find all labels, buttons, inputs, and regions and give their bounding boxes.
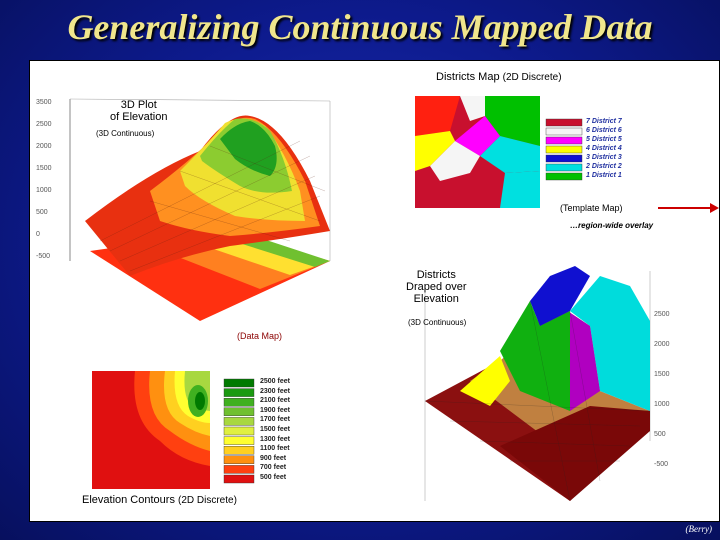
contour-legend-label: 2100 feet xyxy=(260,397,290,405)
axis-tick-right: 500 xyxy=(654,431,666,438)
draped-label: Districts Draped over Elevation xyxy=(406,269,467,305)
district-legend-label: 1 District 1 xyxy=(586,172,622,179)
template-map-label: (Template Map) xyxy=(560,203,623,213)
contour-swatch xyxy=(223,474,255,484)
contour-swatch xyxy=(223,436,255,445)
elevation-contour-map xyxy=(92,371,210,489)
axis-tick-left: 1500 xyxy=(36,165,52,172)
contour-legend-label: 500 feet xyxy=(260,474,287,481)
contour-swatch xyxy=(223,455,255,464)
district-swatch xyxy=(545,172,583,181)
contour-swatch xyxy=(223,446,255,455)
figure-graphics xyxy=(69,96,719,502)
axis-tick-right: 2500 xyxy=(654,311,670,318)
contour-legend-label: 700 feet xyxy=(260,464,287,472)
districts-map-label: Districts Map (2D Discrete) xyxy=(436,71,562,83)
district-legend-label: 5 District 5 xyxy=(586,136,622,143)
contour-swatch xyxy=(223,465,255,474)
elevation-3d-plot xyxy=(69,98,331,321)
district-legend-label: 7 District 7 xyxy=(586,118,622,125)
contour-legend-label: 2300 feet xyxy=(260,387,290,395)
figure-panel: Districts Map (2D Discrete) 3D Plot of E… xyxy=(29,60,720,522)
axis-tick-left: 500 xyxy=(36,209,48,216)
contour-legend-label: 1100 feet xyxy=(260,445,290,453)
axis-tick-left: 3500 xyxy=(36,99,52,106)
district-legend-label: 3 District 3 xyxy=(586,154,622,161)
districts-legend xyxy=(545,118,583,181)
contour-swatch xyxy=(223,426,255,436)
axis-tick-right: -500 xyxy=(654,461,669,468)
contour-legend-label: 1900 feet xyxy=(260,406,290,414)
district-swatch xyxy=(545,145,583,154)
district-legend-label: 6 District 6 xyxy=(586,127,622,134)
axis-tick-left: 1000 xyxy=(36,187,52,194)
district-swatch xyxy=(545,163,583,172)
district-legend-label: 2 District 2 xyxy=(586,163,622,170)
contour-swatch xyxy=(223,407,255,416)
plot3d-label: 3D Plot of Elevation xyxy=(110,99,168,123)
contour-legend-label: 1500 feet xyxy=(260,426,290,433)
draped-districts-3d xyxy=(424,266,651,502)
contour-legend-label: 2500 feet xyxy=(260,378,290,385)
axis-tick-right: 2000 xyxy=(654,341,670,348)
region-overlay-label: …region-wide overlay xyxy=(570,221,654,230)
contour-swatch xyxy=(223,398,255,407)
contour-swatch xyxy=(223,388,255,397)
credit: (Berry) xyxy=(685,524,713,534)
plot3d-type-label: (3D Continuous) xyxy=(96,129,155,138)
contour-swatch xyxy=(223,417,255,426)
district-swatch xyxy=(545,154,583,163)
axis-tick-left: -500 xyxy=(36,253,51,260)
axis-tick-right: 1000 xyxy=(654,401,670,408)
district-swatch xyxy=(545,136,583,145)
districts-map xyxy=(415,96,540,208)
axis-tick-left: 2000 xyxy=(36,143,52,150)
axis-tick-right: 1500 xyxy=(654,371,670,378)
axis-tick-left: 0 xyxy=(36,231,40,238)
slide-title: Generalizing Continuous Mapped Data xyxy=(67,7,653,47)
district-legend-label: 4 District 4 xyxy=(586,145,622,152)
contour-legend-label: 1300 feet xyxy=(260,435,290,443)
contour-legend-label: 1700 feet xyxy=(260,416,290,424)
overlay-arrow xyxy=(658,203,719,213)
contour-legend xyxy=(223,378,255,484)
contour-legend-label: 900 feet xyxy=(260,454,287,462)
district-swatch xyxy=(545,118,583,127)
axis-tick-left: 2500 xyxy=(36,121,52,128)
district-swatch xyxy=(545,127,583,136)
contour-swatch xyxy=(223,378,255,388)
data-map-label: (Data Map) xyxy=(237,331,283,341)
contours-label: Elevation Contours (2D Discrete) xyxy=(82,494,237,506)
draped-type-label: (3D Continuous) xyxy=(408,318,467,327)
